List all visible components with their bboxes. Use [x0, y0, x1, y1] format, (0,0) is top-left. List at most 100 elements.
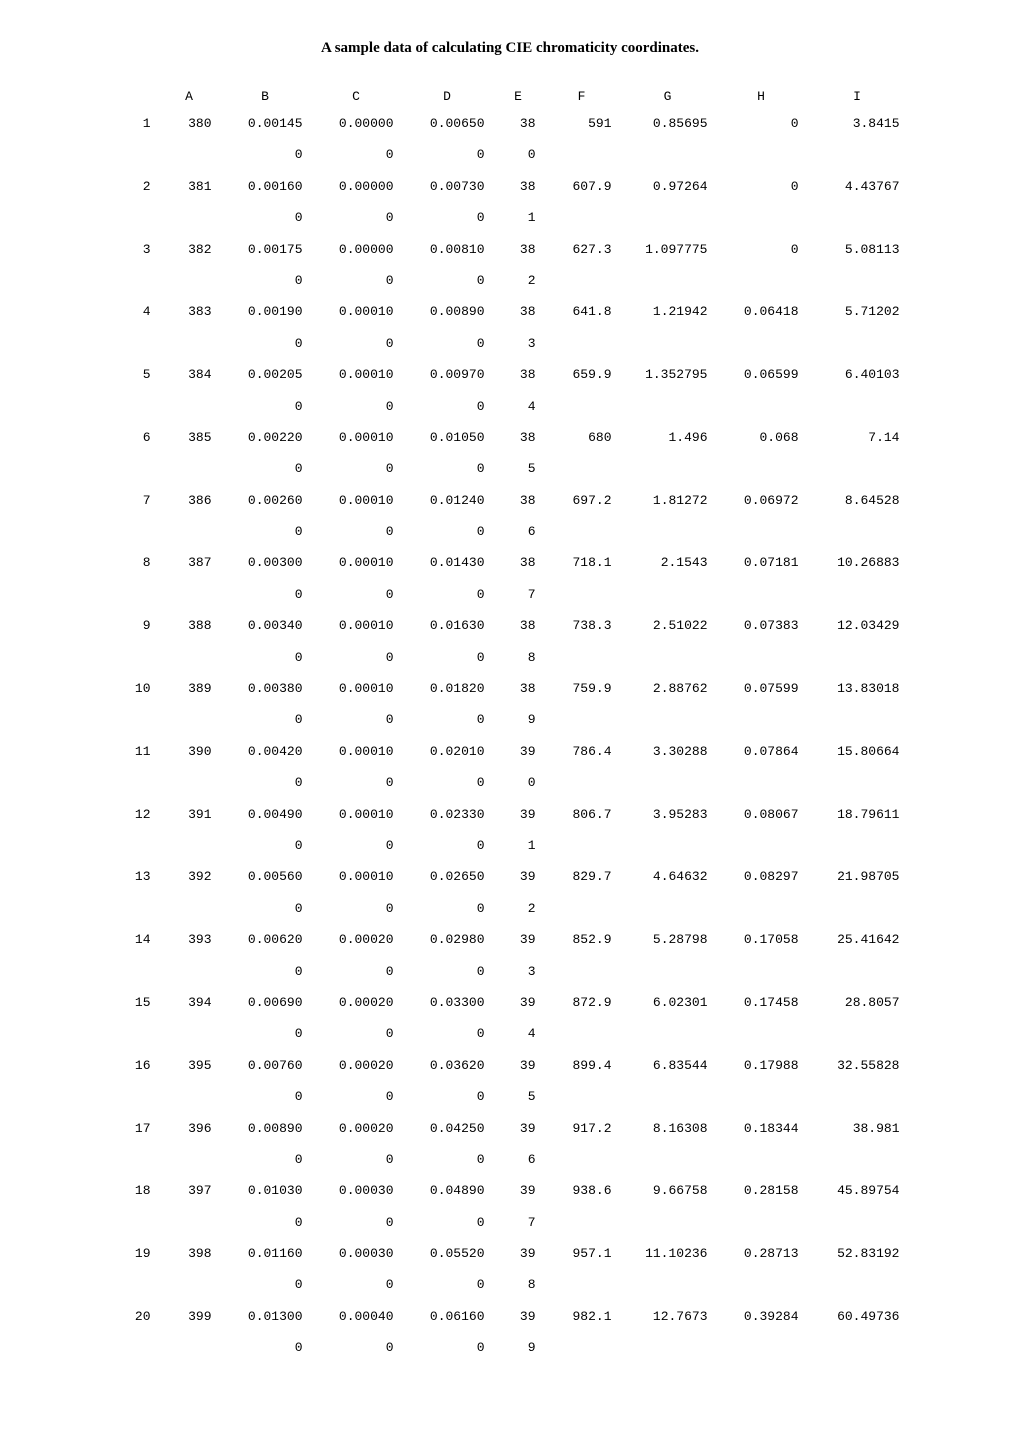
table-cell: 957.1 — [544, 1238, 620, 1269]
table-cell — [544, 1207, 620, 1238]
table-cell: 1.496 — [620, 422, 716, 453]
table-row: 0004 — [113, 1018, 908, 1049]
table-cell: 394 — [159, 987, 220, 1018]
table-cell: 0.01240 — [402, 485, 493, 516]
table-cell: 0 — [311, 453, 402, 484]
table-cell: 591 — [544, 108, 620, 139]
table-cell: 0.07599 — [716, 673, 807, 704]
table-cell — [807, 391, 908, 422]
table-cell: 0.00970 — [402, 359, 493, 390]
table-cell — [620, 767, 716, 798]
table-row: 0008 — [113, 1269, 908, 1300]
table-cell: 5 — [493, 1081, 544, 1112]
table-cell — [807, 642, 908, 673]
table-cell: 0 — [716, 171, 807, 202]
table-cell — [113, 1332, 159, 1363]
table-cell: 7 — [493, 1207, 544, 1238]
table-cell: 38 — [493, 422, 544, 453]
table-cell: 38 — [493, 296, 544, 327]
table-cell — [620, 202, 716, 233]
table-cell — [113, 1018, 159, 1049]
table-cell: 39 — [493, 1301, 544, 1332]
table-cell: 5 — [113, 359, 159, 390]
table-cell: 18 — [113, 1175, 159, 1206]
table-cell — [544, 1018, 620, 1049]
table-cell: 32.55828 — [807, 1050, 908, 1081]
table-cell — [544, 704, 620, 735]
table-cell: 0 — [220, 328, 311, 359]
table-cell — [716, 391, 807, 422]
data-table: A B C D E F G H I 13800.001450.000000.00… — [113, 85, 908, 1364]
table-cell: 0.00190 — [220, 296, 311, 327]
table-cell — [620, 1081, 716, 1112]
table-cell: 382 — [159, 234, 220, 265]
table-row: 193980.011600.000300.0552039957.111.1023… — [113, 1238, 908, 1269]
table-cell: 39 — [493, 799, 544, 830]
table-cell: 0.39284 — [716, 1301, 807, 1332]
table-cell: 0.00205 — [220, 359, 311, 390]
table-cell — [113, 328, 159, 359]
table-cell: 0.00730 — [402, 171, 493, 202]
table-cell — [620, 1207, 716, 1238]
table-cell: 0.00010 — [311, 736, 402, 767]
table-cell: 0 — [220, 1207, 311, 1238]
table-cell — [159, 1269, 220, 1300]
table-cell — [716, 579, 807, 610]
table-row: 183970.010300.000300.0489039938.69.66758… — [113, 1175, 908, 1206]
table-cell: 0 — [311, 579, 402, 610]
table-cell: 0 — [311, 139, 402, 170]
table-cell — [807, 830, 908, 861]
table-cell: 0 — [402, 1018, 493, 1049]
table-cell — [716, 265, 807, 296]
table-row: 0004 — [113, 391, 908, 422]
table-cell: 397 — [159, 1175, 220, 1206]
table-cell: 0.04250 — [402, 1113, 493, 1144]
table-cell: 381 — [159, 171, 220, 202]
table-cell — [113, 704, 159, 735]
table-cell — [807, 956, 908, 987]
table-cell — [544, 767, 620, 798]
table-cell: 0 — [220, 642, 311, 673]
table-cell: 0 — [220, 453, 311, 484]
table-cell: 0 — [402, 202, 493, 233]
table-cell: 380 — [159, 108, 220, 139]
table-cell: 829.7 — [544, 861, 620, 892]
table-cell — [716, 139, 807, 170]
table-row: 103890.003800.000100.0182038759.92.88762… — [113, 673, 908, 704]
table-cell — [113, 642, 159, 673]
table-cell: 0.00260 — [220, 485, 311, 516]
table-cell — [620, 1018, 716, 1049]
table-cell: 383 — [159, 296, 220, 327]
table-cell: 0.04890 — [402, 1175, 493, 1206]
table-cell — [544, 956, 620, 987]
table-body: 13800.001450.000000.00650385910.8569503.… — [113, 108, 908, 1364]
table-cell — [113, 1207, 159, 1238]
table-cell: 7 — [113, 485, 159, 516]
table-row: 0003 — [113, 956, 908, 987]
table-cell: 5 — [493, 453, 544, 484]
table-cell: 0 — [402, 642, 493, 673]
table-cell: 0.00300 — [220, 547, 311, 578]
table-row: 203990.013000.000400.0616039982.112.7673… — [113, 1301, 908, 1332]
table-cell: 697.2 — [544, 485, 620, 516]
table-cell: 0 — [402, 139, 493, 170]
table-cell — [716, 202, 807, 233]
table-row: 0003 — [113, 328, 908, 359]
table-cell — [113, 1269, 159, 1300]
table-row: 0001 — [113, 830, 908, 861]
table-cell: 8 — [493, 642, 544, 673]
table-cell: 982.1 — [544, 1301, 620, 1332]
table-cell — [159, 328, 220, 359]
table-cell: 0 — [402, 265, 493, 296]
table-cell — [159, 265, 220, 296]
table-cell: 0 — [220, 830, 311, 861]
table-cell: 395 — [159, 1050, 220, 1081]
table-cell: 8 — [113, 547, 159, 578]
header-i: I — [807, 85, 908, 108]
table-cell: 0.03620 — [402, 1050, 493, 1081]
table-cell: 7.14 — [807, 422, 908, 453]
table-cell: 0.08067 — [716, 799, 807, 830]
table-cell: 0 — [402, 579, 493, 610]
table-cell: 0 — [220, 202, 311, 233]
table-cell: 1 — [493, 830, 544, 861]
